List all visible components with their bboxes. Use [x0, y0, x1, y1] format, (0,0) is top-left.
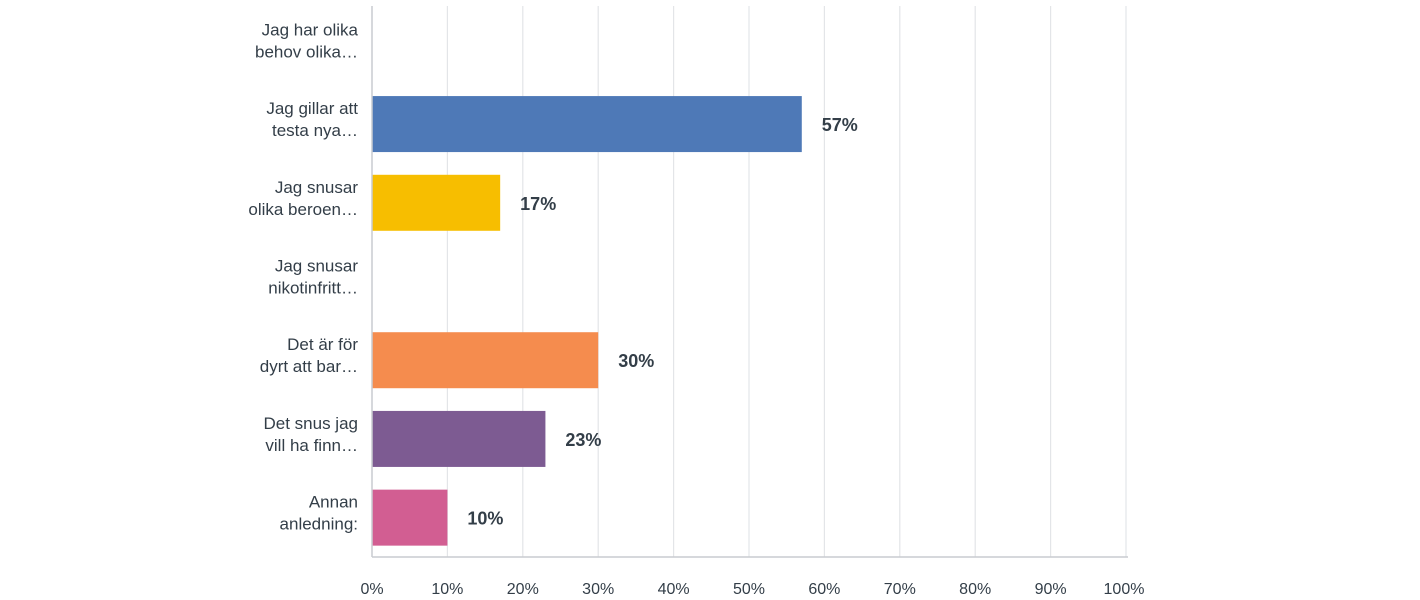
category-label: Det snus jag vill ha finn…: [264, 414, 359, 455]
x-tick-label: 90%: [1035, 581, 1067, 598]
x-tick-label: 70%: [884, 581, 916, 598]
category-label: Det är för dyrt att bar…: [260, 335, 359, 376]
bar-2: [372, 96, 802, 153]
bar-3: [372, 174, 501, 231]
x-tick-label: 0%: [360, 581, 383, 598]
value-label: 23%: [565, 430, 601, 450]
value-label: 57%: [822, 115, 858, 135]
bars: [372, 96, 802, 546]
value-labels: 57% 17% 30% 23% 10%: [467, 115, 857, 529]
category-label: Jag snusar olika beroen…: [248, 178, 358, 219]
bar-5: [372, 332, 599, 389]
value-label: 30%: [618, 351, 654, 371]
x-tick-label: 60%: [808, 581, 840, 598]
bar-7: [372, 489, 448, 546]
x-tick-label: 10%: [431, 581, 463, 598]
category-labels: Jag har olika behov olika… Jag gillar att t…: [248, 20, 358, 533]
x-tick-label: 20%: [507, 581, 539, 598]
x-tick-label: 50%: [733, 581, 765, 598]
category-label: Annan anledning:: [280, 493, 358, 534]
axes: [371, 6, 1128, 558]
x-tick-labels: 0% 10% 20% 30% 40% 50% 60% 70% 80% 90% 100%: [360, 581, 1144, 598]
category-label: Jag gillar att testa nya…: [266, 99, 358, 140]
x-tick-label: 40%: [658, 581, 690, 598]
grid-lines: [446, 6, 1127, 557]
x-tick-label: 100%: [1104, 581, 1145, 598]
value-label: 10%: [467, 509, 503, 529]
x-tick-label: 80%: [959, 581, 991, 598]
category-label: Jag snusar nikotinfritt…: [268, 257, 358, 298]
value-label: 17%: [520, 194, 556, 214]
category-label: Jag har olika behov olika…: [255, 20, 359, 61]
x-tick-label: 30%: [582, 581, 614, 598]
bar-6: [372, 410, 546, 467]
